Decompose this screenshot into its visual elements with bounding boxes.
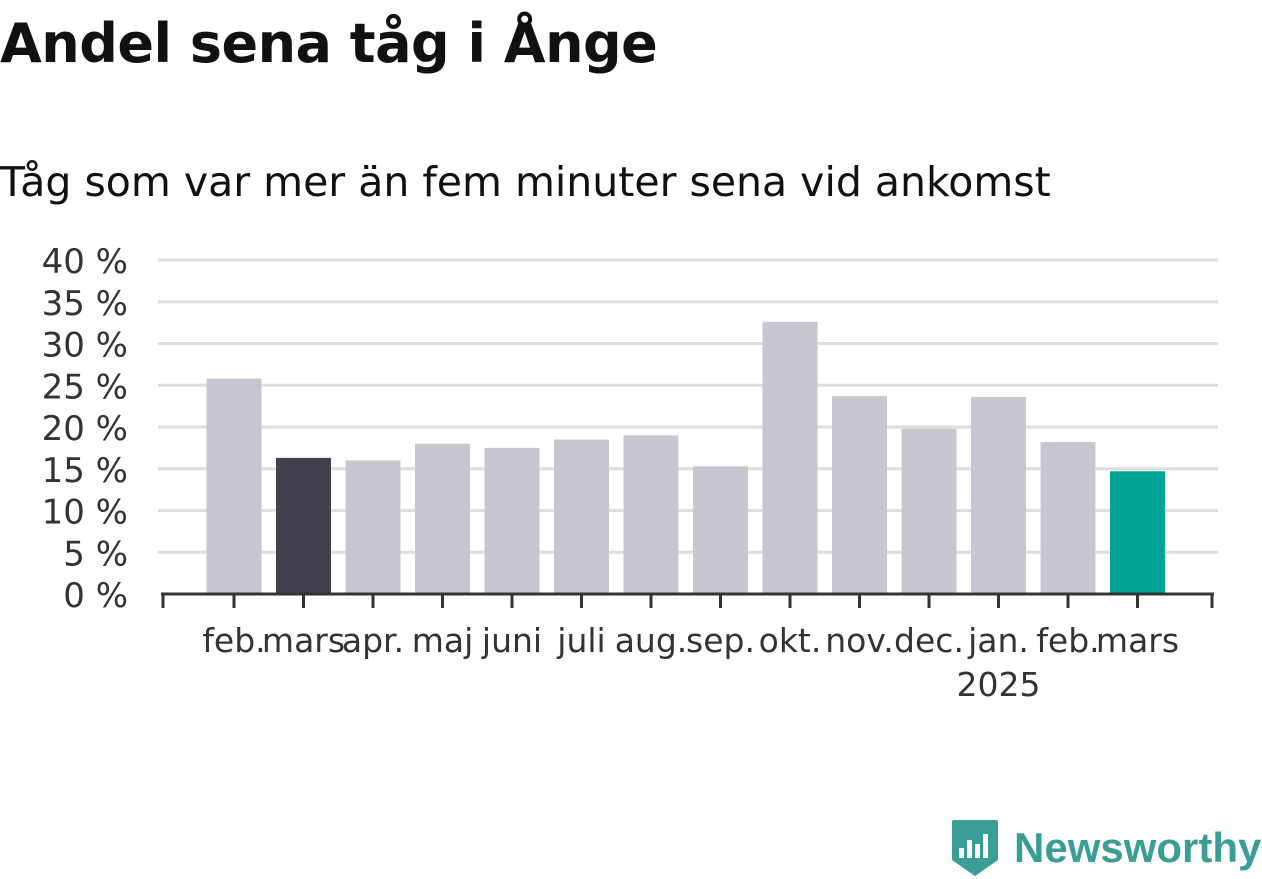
x-tick-label: jan. — [967, 621, 1029, 660]
newsworthy-logo: Newsworthy — [950, 818, 1261, 878]
chart-title: Andel sena tåg i Ånge — [0, 12, 658, 75]
x-tick-label: nov. — [825, 621, 894, 660]
grid-lines — [158, 258, 1218, 554]
bar — [484, 447, 540, 594]
chart-subtitle: Tåg som var mer än fem minuter sena vid … — [0, 158, 1051, 206]
x-tick-sublabel: 2025 — [957, 665, 1041, 704]
x-tick-label: apr. — [342, 621, 404, 660]
bar — [415, 443, 470, 594]
x-tick-label: dec. — [894, 621, 964, 660]
x-tick-label: feb. — [1036, 621, 1099, 660]
bar — [832, 396, 887, 594]
y-tick-label: 10 % — [42, 493, 128, 533]
bar — [1040, 442, 1096, 594]
x-tick-label: aug. — [615, 621, 688, 660]
x-axis — [161, 592, 1214, 608]
bar — [623, 435, 679, 594]
y-tick-label: 5 % — [63, 534, 128, 574]
bar — [762, 321, 818, 594]
x-tick-label: juli — [556, 621, 605, 660]
x-tick-label: juni — [481, 621, 542, 660]
bar — [693, 466, 748, 594]
bar — [345, 460, 401, 594]
newsworthy-chart-badge-icon — [952, 820, 998, 876]
x-tick-label: okt. — [759, 621, 822, 660]
bar — [901, 428, 957, 594]
y-tick-label: 30 % — [42, 326, 128, 366]
x-tick-label: maj — [412, 621, 474, 660]
logo-text: Newsworthy — [1014, 824, 1262, 871]
y-tick-label: 40 % — [42, 242, 128, 282]
y-tick-label: 0 % — [63, 576, 128, 616]
y-tick-label: 25 % — [42, 367, 128, 407]
bar — [554, 439, 609, 594]
x-tick-label: mars — [262, 621, 345, 660]
y-tick-label: 35 % — [42, 284, 128, 324]
bar — [1110, 471, 1165, 594]
bars — [206, 321, 1165, 594]
bar — [206, 378, 262, 594]
x-tick-label: feb. — [202, 621, 265, 660]
y-tick-label: 15 % — [42, 451, 128, 491]
y-tick-label: 20 % — [42, 409, 128, 449]
x-tick-label: sep. — [686, 621, 755, 660]
bar — [276, 457, 331, 594]
x-tick-label: mars — [1096, 621, 1179, 660]
bar — [971, 396, 1026, 594]
y-axis-ticks: 0 %5 %10 %15 %20 %25 %30 %35 %40 % — [42, 242, 128, 616]
